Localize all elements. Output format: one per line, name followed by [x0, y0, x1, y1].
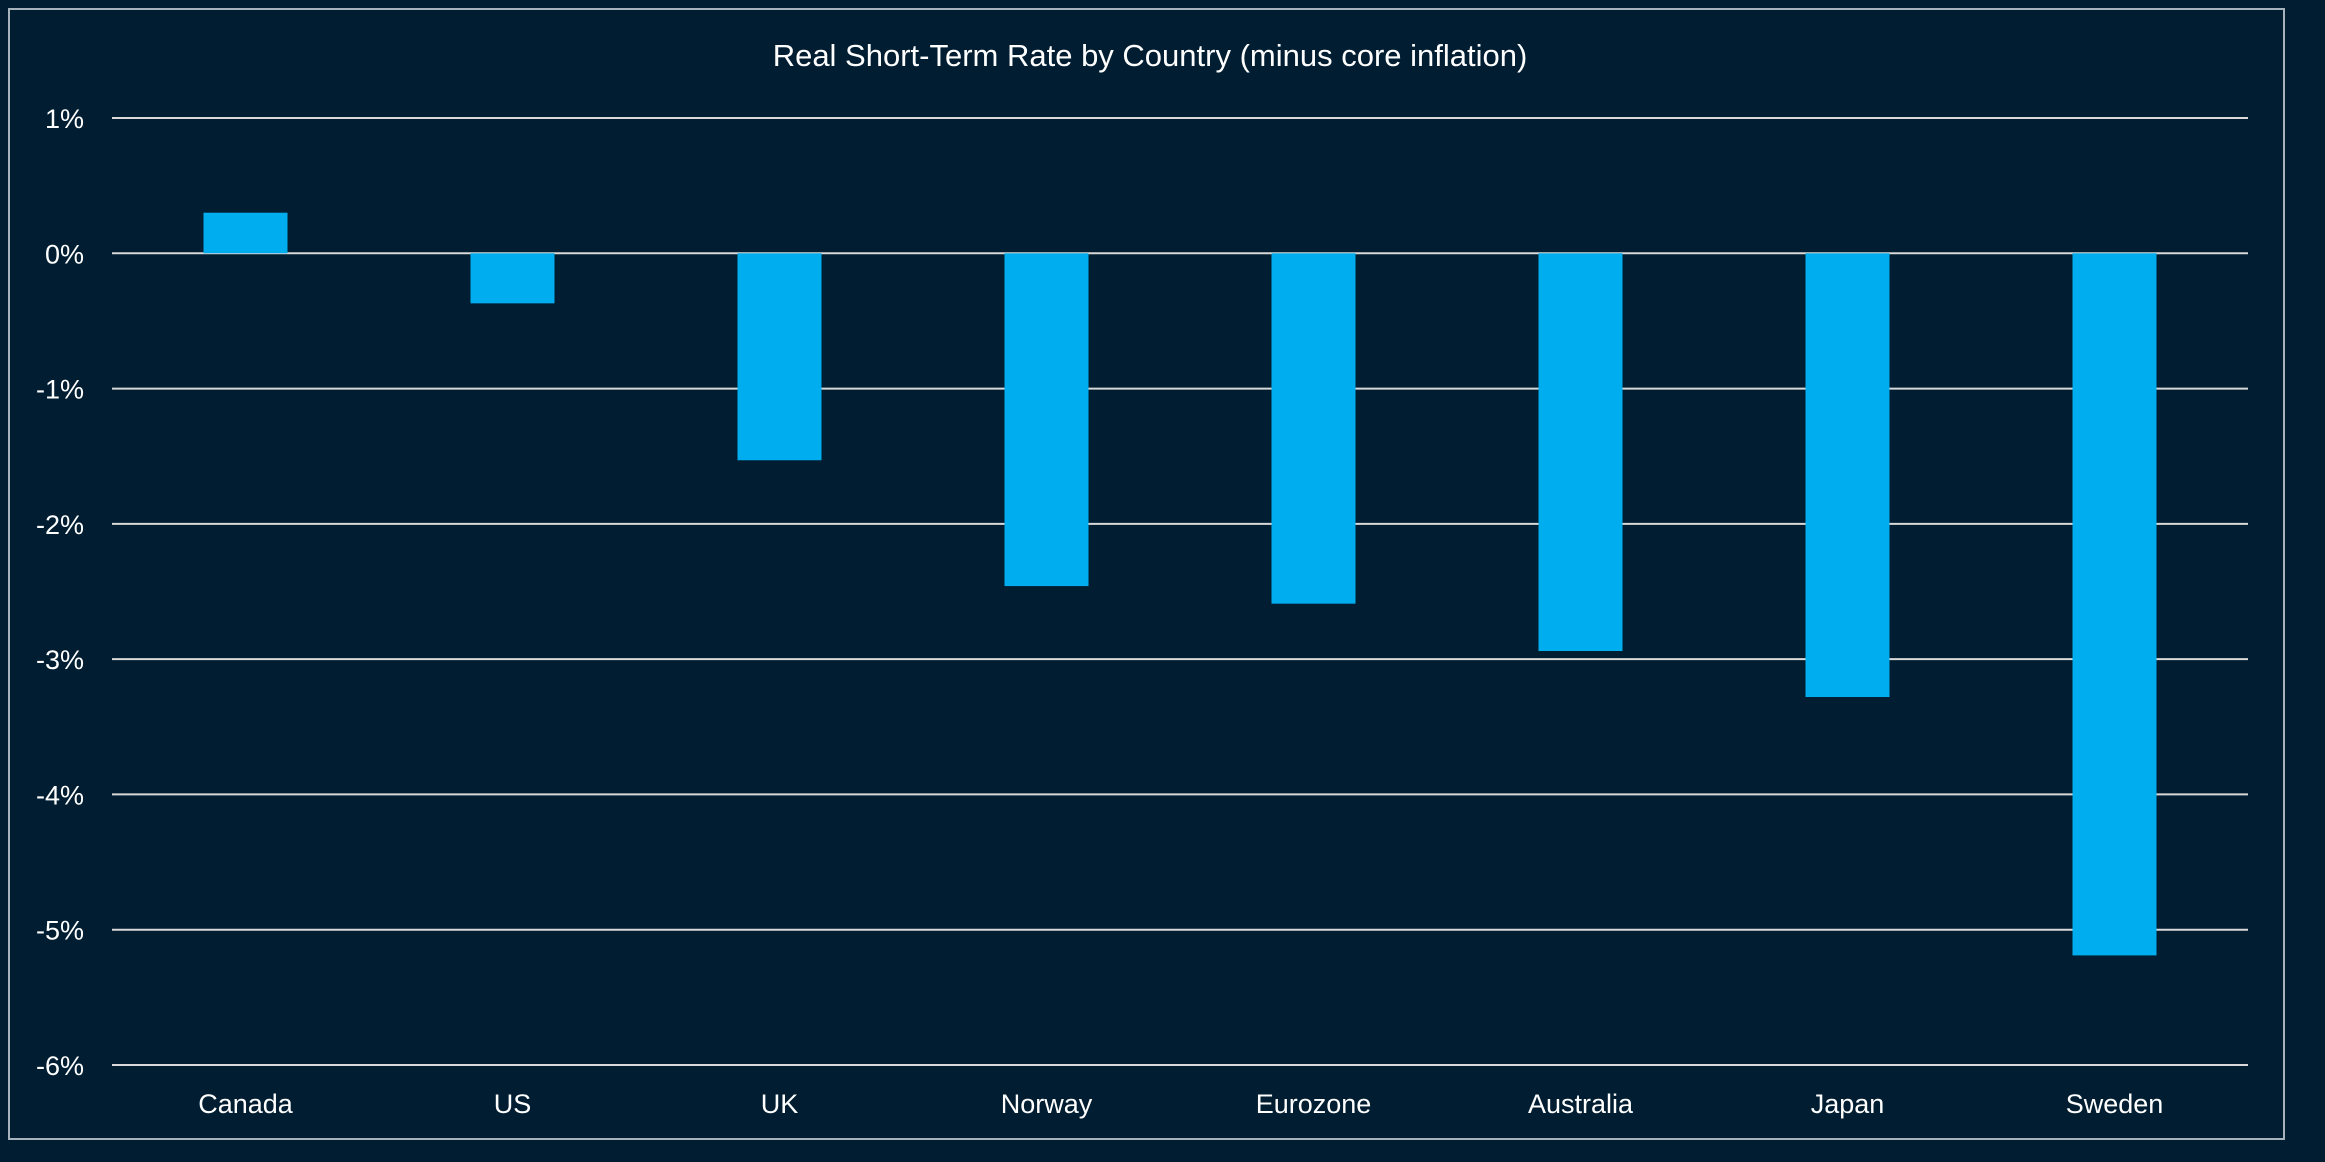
- y-tick-label: -1%: [36, 375, 84, 405]
- bar: [1271, 253, 1356, 604]
- bar: [737, 253, 822, 461]
- bar: [203, 212, 288, 254]
- bar: [1004, 253, 1089, 587]
- bar: [1538, 253, 1623, 652]
- x-tick-label: Sweden: [2066, 1089, 2164, 1119]
- bar: [2072, 253, 2157, 956]
- y-axis-tick-labels: 1% 0% -1% -2% -3% -4% -5% -6%: [36, 104, 84, 1081]
- gridlines: [112, 117, 2248, 1066]
- x-tick-label: US: [494, 1089, 532, 1119]
- bar: [470, 253, 555, 304]
- chart-frame: [8, 8, 2285, 1140]
- bar: [1805, 253, 1890, 698]
- x-tick-label: Australia: [1528, 1089, 1634, 1119]
- bars: [203, 212, 2157, 956]
- y-tick-label: -4%: [36, 780, 84, 810]
- y-tick-label: -2%: [36, 510, 84, 540]
- y-tick-label: -5%: [36, 916, 84, 946]
- x-tick-label: Japan: [1811, 1089, 1885, 1119]
- y-tick-label: -3%: [36, 645, 84, 675]
- x-tick-label: Norway: [1001, 1089, 1093, 1119]
- chart-title: Real Short-Term Rate by Country (minus c…: [773, 38, 1528, 73]
- x-axis-tick-labels: Canada US UK Norway Eurozone Australia Japan Sw…: [198, 1089, 2163, 1119]
- y-tick-label: 1%: [45, 104, 84, 134]
- y-tick-label: -6%: [36, 1051, 84, 1081]
- x-tick-label: Canada: [198, 1089, 294, 1119]
- y-tick-label: 0%: [45, 239, 84, 269]
- x-tick-label: Eurozone: [1256, 1089, 1372, 1119]
- x-tick-label: UK: [761, 1089, 799, 1119]
